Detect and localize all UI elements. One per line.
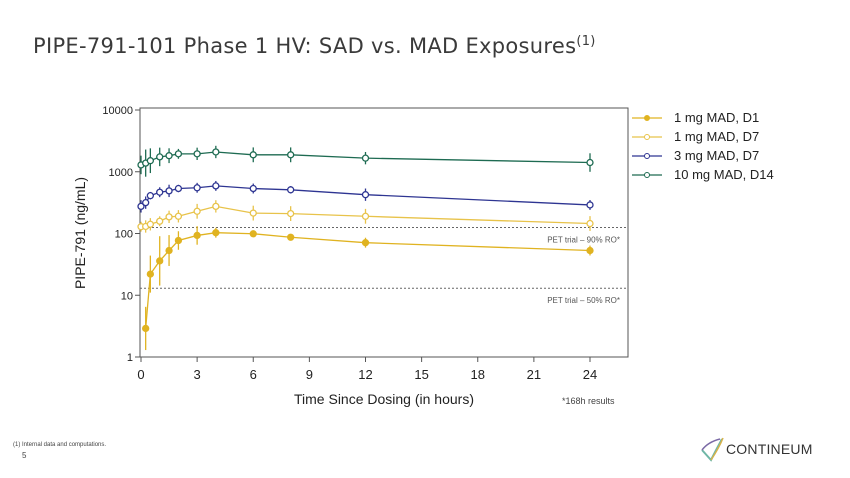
data-point — [249, 209, 257, 217]
data-point — [193, 207, 201, 215]
data-point — [146, 270, 155, 278]
data-point — [156, 153, 164, 161]
legend-item: 1 mg MAD, D1 — [632, 108, 774, 127]
y-tick-label: 1000 — [109, 167, 133, 179]
data-point — [212, 182, 220, 190]
x-tick-label: 9 — [306, 367, 313, 382]
x-tick-label: 21 — [527, 367, 541, 382]
data-point — [193, 184, 201, 192]
data-point — [174, 184, 183, 193]
data-point — [361, 212, 370, 220]
data-point — [156, 188, 164, 196]
legend-item: 10 mg MAD, D14 — [632, 165, 774, 184]
data-point — [142, 198, 150, 207]
data-point — [249, 151, 257, 159]
data-point — [212, 202, 220, 211]
data-point — [249, 184, 257, 193]
data-point — [287, 186, 295, 194]
data-point — [287, 151, 295, 159]
reference-line-label: PET trial – 50% RO* — [547, 296, 620, 305]
data-point — [287, 209, 295, 218]
data-point — [586, 158, 594, 167]
data-point — [137, 202, 145, 211]
page-number: 5 — [22, 451, 27, 460]
legend-marker-icon — [632, 171, 662, 178]
data-point — [156, 257, 164, 265]
legend-label: 1 mg MAD, D7 — [674, 129, 760, 144]
title-footnote-ref: (1) — [576, 34, 596, 49]
logo-text: CONTINEUM — [726, 441, 813, 457]
data-point — [165, 213, 173, 221]
legend-item: 1 mg MAD, D7 — [632, 127, 774, 146]
x-tick-label: 0 — [137, 367, 144, 382]
data-point — [165, 246, 173, 255]
chart-note: *168h results — [562, 396, 615, 406]
data-point — [174, 150, 183, 158]
data-point — [249, 230, 257, 238]
reference-line-label: PET trial – 90% RO* — [547, 236, 620, 245]
data-point — [193, 231, 201, 240]
data-point — [165, 187, 173, 195]
page-title: PIPE-791-101 Phase 1 HV: SAD vs. MAD Exp… — [33, 34, 596, 58]
data-point — [142, 324, 150, 333]
data-point — [146, 192, 155, 200]
data-point — [586, 246, 594, 255]
x-tick-label: 3 — [194, 367, 201, 382]
plot-frame — [139, 107, 629, 358]
x-axis-label: Time Since Dosing (in hours) — [294, 391, 474, 407]
data-point — [212, 148, 220, 156]
data-point — [146, 220, 155, 228]
y-tick-label: 10000 — [102, 105, 133, 117]
data-point — [361, 191, 370, 199]
legend-label: 10 mg MAD, D14 — [674, 167, 774, 182]
data-point — [156, 217, 164, 225]
x-tick-label: 15 — [414, 367, 428, 382]
data-point — [287, 233, 295, 241]
data-point — [174, 212, 183, 220]
legend-marker-icon — [632, 114, 662, 121]
legend-marker-icon — [632, 152, 662, 159]
legend-item: 3 mg MAD, D7 — [632, 146, 774, 165]
logo: CONTINEUM — [698, 436, 813, 462]
x-tick-label: 6 — [250, 367, 257, 382]
y-tick-label: 1 — [127, 352, 133, 364]
series-line — [145, 232, 591, 329]
x-tick-label: 24 — [583, 367, 597, 382]
x-tick-label: 18 — [471, 367, 485, 382]
legend: 1 mg MAD, D1 1 mg MAD, D7 3 mg MAD, D7 10 m… — [632, 108, 774, 184]
data-point — [361, 154, 370, 162]
data-point — [174, 236, 183, 245]
x-tick-label: 12 — [358, 367, 372, 382]
contineum-logo-icon — [701, 437, 724, 462]
legend-label: 1 mg MAD, D1 — [674, 110, 760, 125]
y-tick-label: 100 — [115, 229, 133, 241]
title-text: PIPE-791-101 Phase 1 HV: SAD vs. MAD Exp… — [33, 34, 577, 58]
data-point — [586, 201, 594, 209]
data-point — [146, 157, 155, 165]
data-point — [193, 150, 201, 158]
data-point — [586, 219, 594, 228]
legend-marker-icon — [632, 133, 662, 140]
data-point — [212, 229, 220, 237]
footnote: (1) Internal data and computations. — [13, 442, 107, 448]
y-tick-label: 10 — [121, 290, 133, 302]
legend-label: 3 mg MAD, D7 — [674, 148, 760, 163]
y-axis-label: PIPE-791 (ng/mL) — [72, 177, 88, 289]
data-point — [165, 152, 173, 160]
data-point — [361, 239, 370, 247]
